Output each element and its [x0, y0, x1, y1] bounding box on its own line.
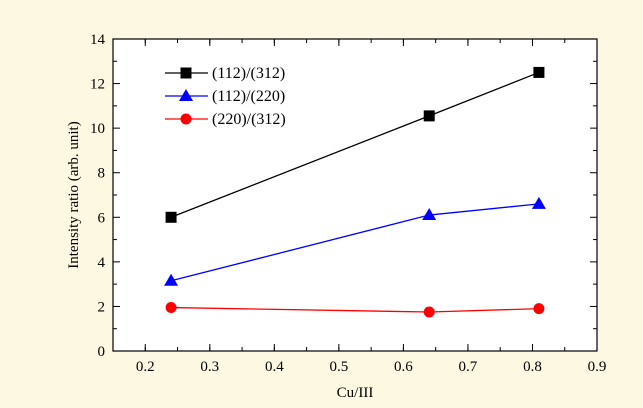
legend-marker	[180, 113, 192, 125]
series-3	[165, 302, 545, 318]
x-axis: 0.2 0.3 0.4 0.5 0.6 0.7 0.8 0.9	[112, 39, 607, 375]
y-tick-label: 14	[90, 32, 106, 48]
x-tick-label: 0.8	[523, 359, 542, 375]
y-tick-label: 4	[98, 255, 106, 271]
data-point	[533, 303, 545, 315]
legend-marker	[179, 89, 193, 101]
x-tick-label: 0.5	[329, 359, 348, 375]
x-tick-label: 0.9	[588, 359, 607, 375]
x-tick-label: 0.4	[265, 359, 284, 375]
data-point	[531, 196, 546, 209]
legend-label: (112)/(220)	[212, 88, 285, 105]
y-tick-label: 2	[98, 299, 106, 315]
legend-label: (220)/(312)	[212, 111, 286, 128]
legend-item: (220)/(312)	[165, 111, 286, 128]
legend-item: (112)/(220)	[165, 88, 285, 105]
data-point	[423, 110, 435, 122]
data-point	[165, 302, 177, 314]
y-tick-label: 8	[98, 166, 106, 182]
plot-area	[112, 38, 598, 352]
data-point	[533, 66, 545, 78]
y-axis: 0 2 4 6 8 10 12 14	[90, 32, 597, 360]
y-tick-label: 6	[98, 210, 106, 226]
data-point	[165, 211, 177, 223]
y-axis-label: Intensity ratio (arb. unit)	[66, 121, 82, 268]
legend-label: (112)/(312)	[212, 65, 285, 82]
x-tick-label: 0.2	[136, 359, 155, 375]
data-point	[422, 208, 437, 221]
x-tick-label: 0.6	[394, 359, 413, 375]
y-tick-label: 10	[90, 121, 105, 137]
data-point	[423, 306, 435, 318]
legend-marker	[180, 67, 192, 79]
x-tick-label: 0.7	[459, 359, 478, 375]
series-layer	[164, 66, 546, 318]
series-1	[165, 66, 545, 223]
legend: (112)/(312) (112)/(220) (220)/(312)	[165, 65, 286, 128]
x-axis-label: Cu/III	[337, 385, 374, 401]
data-point	[164, 273, 179, 286]
y-tick-label: 12	[90, 77, 105, 93]
plot-frame	[112, 38, 598, 352]
x-tick-label: 0.3	[200, 359, 219, 375]
y-tick-label: 0	[98, 344, 106, 360]
series-2	[164, 196, 546, 286]
legend-item: (112)/(312)	[165, 65, 285, 82]
